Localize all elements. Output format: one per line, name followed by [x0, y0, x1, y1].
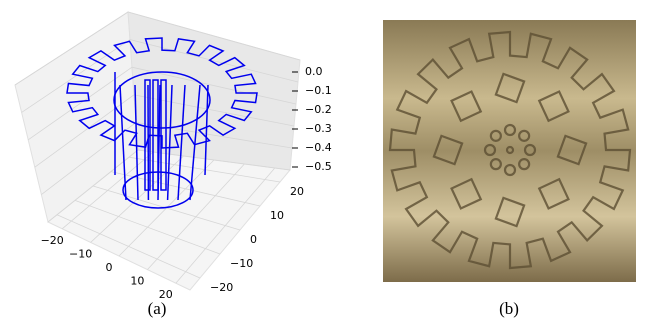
y-tick-label: 10: [270, 209, 284, 222]
x-tick-label: −10: [69, 247, 92, 260]
caption: (a): [148, 299, 167, 318]
x-tick-label: 20: [159, 288, 173, 301]
figure: (a) (b) 0.0 −0.1 −0.2 −0.3 −0.4 −0.5 −20 −10 0 10…: [0, 0, 652, 323]
z-tick-label: −0.4: [305, 141, 332, 154]
z-tick-label: −0.1: [305, 84, 332, 97]
photo: [383, 20, 636, 282]
panel-a: (a): [15, 12, 300, 318]
y-tick-label: 20: [290, 185, 304, 198]
x-tick-label: 0: [106, 261, 113, 274]
x-tick-label: 10: [130, 275, 144, 288]
y-tick-label: −10: [230, 257, 253, 270]
z-tick-label: −0.5: [305, 160, 332, 173]
z-tick-label: −0.2: [305, 103, 332, 116]
y-tick-label: 0: [250, 233, 257, 246]
panel-b: (b): [383, 20, 636, 318]
z-tick-label: −0.3: [305, 122, 332, 135]
z-tick-label: 0.0: [305, 65, 323, 78]
x-tick-label: −20: [41, 234, 64, 247]
y-tick-label: −20: [210, 281, 233, 294]
caption: (b): [499, 299, 519, 318]
